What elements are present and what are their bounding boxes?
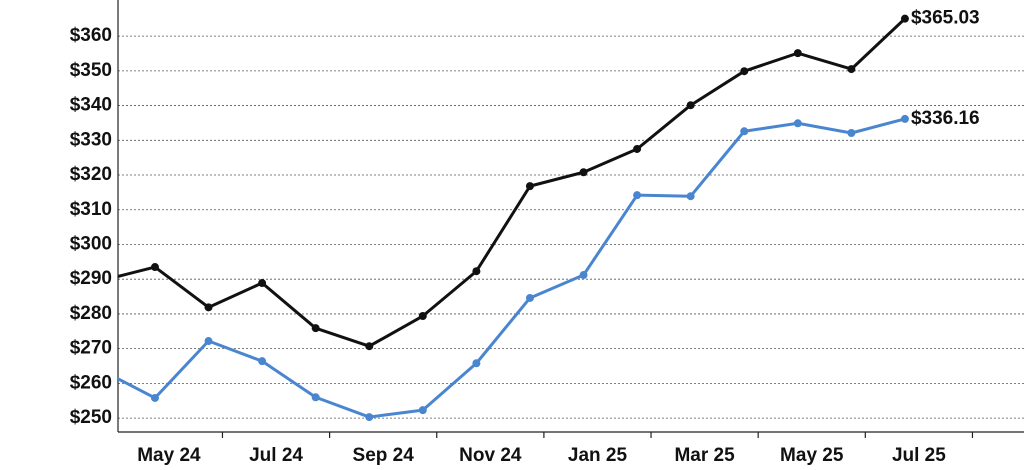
- y-tick-label: $310: [70, 199, 112, 220]
- data-point: [365, 413, 374, 422]
- data-point: [311, 393, 320, 402]
- y-tick-label: $250: [70, 407, 112, 428]
- data-point: [633, 191, 642, 200]
- data-point: [204, 337, 213, 346]
- data-point: [740, 127, 749, 136]
- x-tick-label: Jul 24: [249, 445, 303, 466]
- x-tick-label: Jan 25: [568, 445, 628, 466]
- x-tick-label: May 25: [780, 445, 844, 466]
- data-point: [418, 312, 427, 321]
- data-label: $336.16: [911, 108, 980, 129]
- data-point: [686, 101, 695, 110]
- data-label: $365.03: [911, 8, 980, 29]
- data-point: [793, 49, 802, 58]
- data-point: [686, 192, 695, 201]
- data-point: [150, 263, 159, 272]
- y-tick-label: $350: [70, 60, 112, 81]
- data-point: [900, 14, 909, 23]
- data-point: [472, 359, 481, 368]
- y-tick-label: $280: [70, 303, 112, 324]
- data-point: [258, 357, 267, 366]
- data-point: [793, 119, 802, 128]
- data-point: [579, 168, 588, 177]
- x-tick-label: Nov 24: [459, 445, 522, 466]
- y-tick-label: $320: [70, 164, 112, 185]
- data-point: [204, 303, 213, 312]
- data-point: [847, 65, 856, 74]
- y-tick-label: $270: [70, 338, 112, 359]
- series-line: [118, 17, 906, 348]
- data-point: [525, 182, 534, 191]
- data-point: [525, 293, 534, 302]
- x-tick-label: Sep 24: [353, 445, 415, 466]
- data-point: [150, 393, 159, 402]
- data-point: [418, 406, 427, 415]
- data-point: [740, 67, 749, 76]
- data-point: [258, 279, 267, 288]
- data-point: [472, 267, 481, 276]
- plot-area: [118, 14, 909, 422]
- data-point: [311, 324, 320, 333]
- data-point: [365, 342, 374, 351]
- y-tick-label: $340: [70, 95, 112, 116]
- y-tick-label: $330: [70, 129, 112, 150]
- series-line: [118, 117, 906, 419]
- data-point: [633, 144, 642, 153]
- x-tick-label: Mar 25: [674, 445, 735, 466]
- y-tick-label: $360: [70, 25, 112, 46]
- data-point: [900, 114, 909, 123]
- data-point: [847, 129, 856, 138]
- data-point: [579, 271, 588, 280]
- x-tick-label: Jul 25: [892, 445, 946, 466]
- x-tick-label: May 24: [137, 445, 201, 466]
- y-tick-label: $290: [70, 268, 112, 289]
- y-tick-label: $300: [70, 233, 112, 254]
- y-tick-label: $260: [70, 372, 112, 393]
